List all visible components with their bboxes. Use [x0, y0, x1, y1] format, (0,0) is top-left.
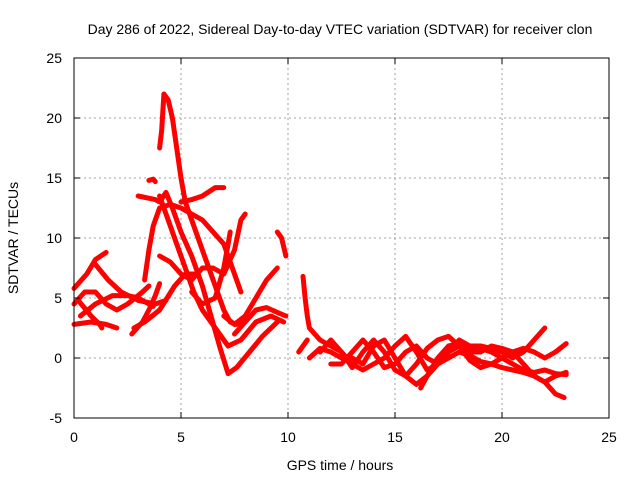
- series-sat-u: [300, 273, 548, 373]
- data-series: [71, 91, 569, 401]
- y-tick-label: 0: [54, 350, 62, 366]
- y-tick-label: -5: [50, 410, 63, 426]
- x-tick-label: 5: [177, 429, 185, 445]
- series-sat-b: [71, 249, 109, 291]
- y-tick-label: 25: [46, 50, 62, 66]
- y-tick-label: 15: [46, 170, 62, 186]
- chart-title: Day 286 of 2022, Sidereal Day-to-day VTE…: [88, 21, 593, 37]
- x-tick-label: 0: [70, 429, 78, 445]
- series-sat-x: [328, 337, 569, 371]
- series-sat-r: [232, 305, 289, 337]
- y-tick-label: 10: [46, 230, 62, 246]
- x-tick-label: 15: [387, 429, 403, 445]
- x-tick-label: 20: [494, 429, 510, 445]
- series-sat-d: [75, 297, 105, 331]
- series-sat-j: [146, 176, 158, 185]
- x-tick-label: 25: [601, 429, 617, 445]
- series-sat-k: [157, 91, 248, 327]
- series-sat-p: [189, 229, 233, 307]
- axis-ticks: 0 5 10 15 20 25 -5 0 5 10 15 20 25: [46, 50, 617, 445]
- series-sat-f: [92, 261, 169, 307]
- series-sat-c: [71, 283, 152, 313]
- series-sat-m: [157, 193, 287, 349]
- y-tick-label: 20: [46, 110, 62, 126]
- series-sat-q: [221, 265, 280, 327]
- series-sat-s: [274, 229, 289, 259]
- series-sat-n: [157, 211, 248, 283]
- x-tick-label: 10: [280, 429, 296, 445]
- series-sat-w: [317, 333, 569, 385]
- series-sat-t: [296, 337, 310, 355]
- x-axis-label: GPS time / hours: [287, 457, 394, 473]
- series-sat-y: [418, 341, 569, 391]
- series-sat-o: [178, 185, 227, 205]
- y-tick-label: 5: [54, 290, 62, 306]
- y-axis-label: SDTVAR / TECUs: [5, 182, 21, 294]
